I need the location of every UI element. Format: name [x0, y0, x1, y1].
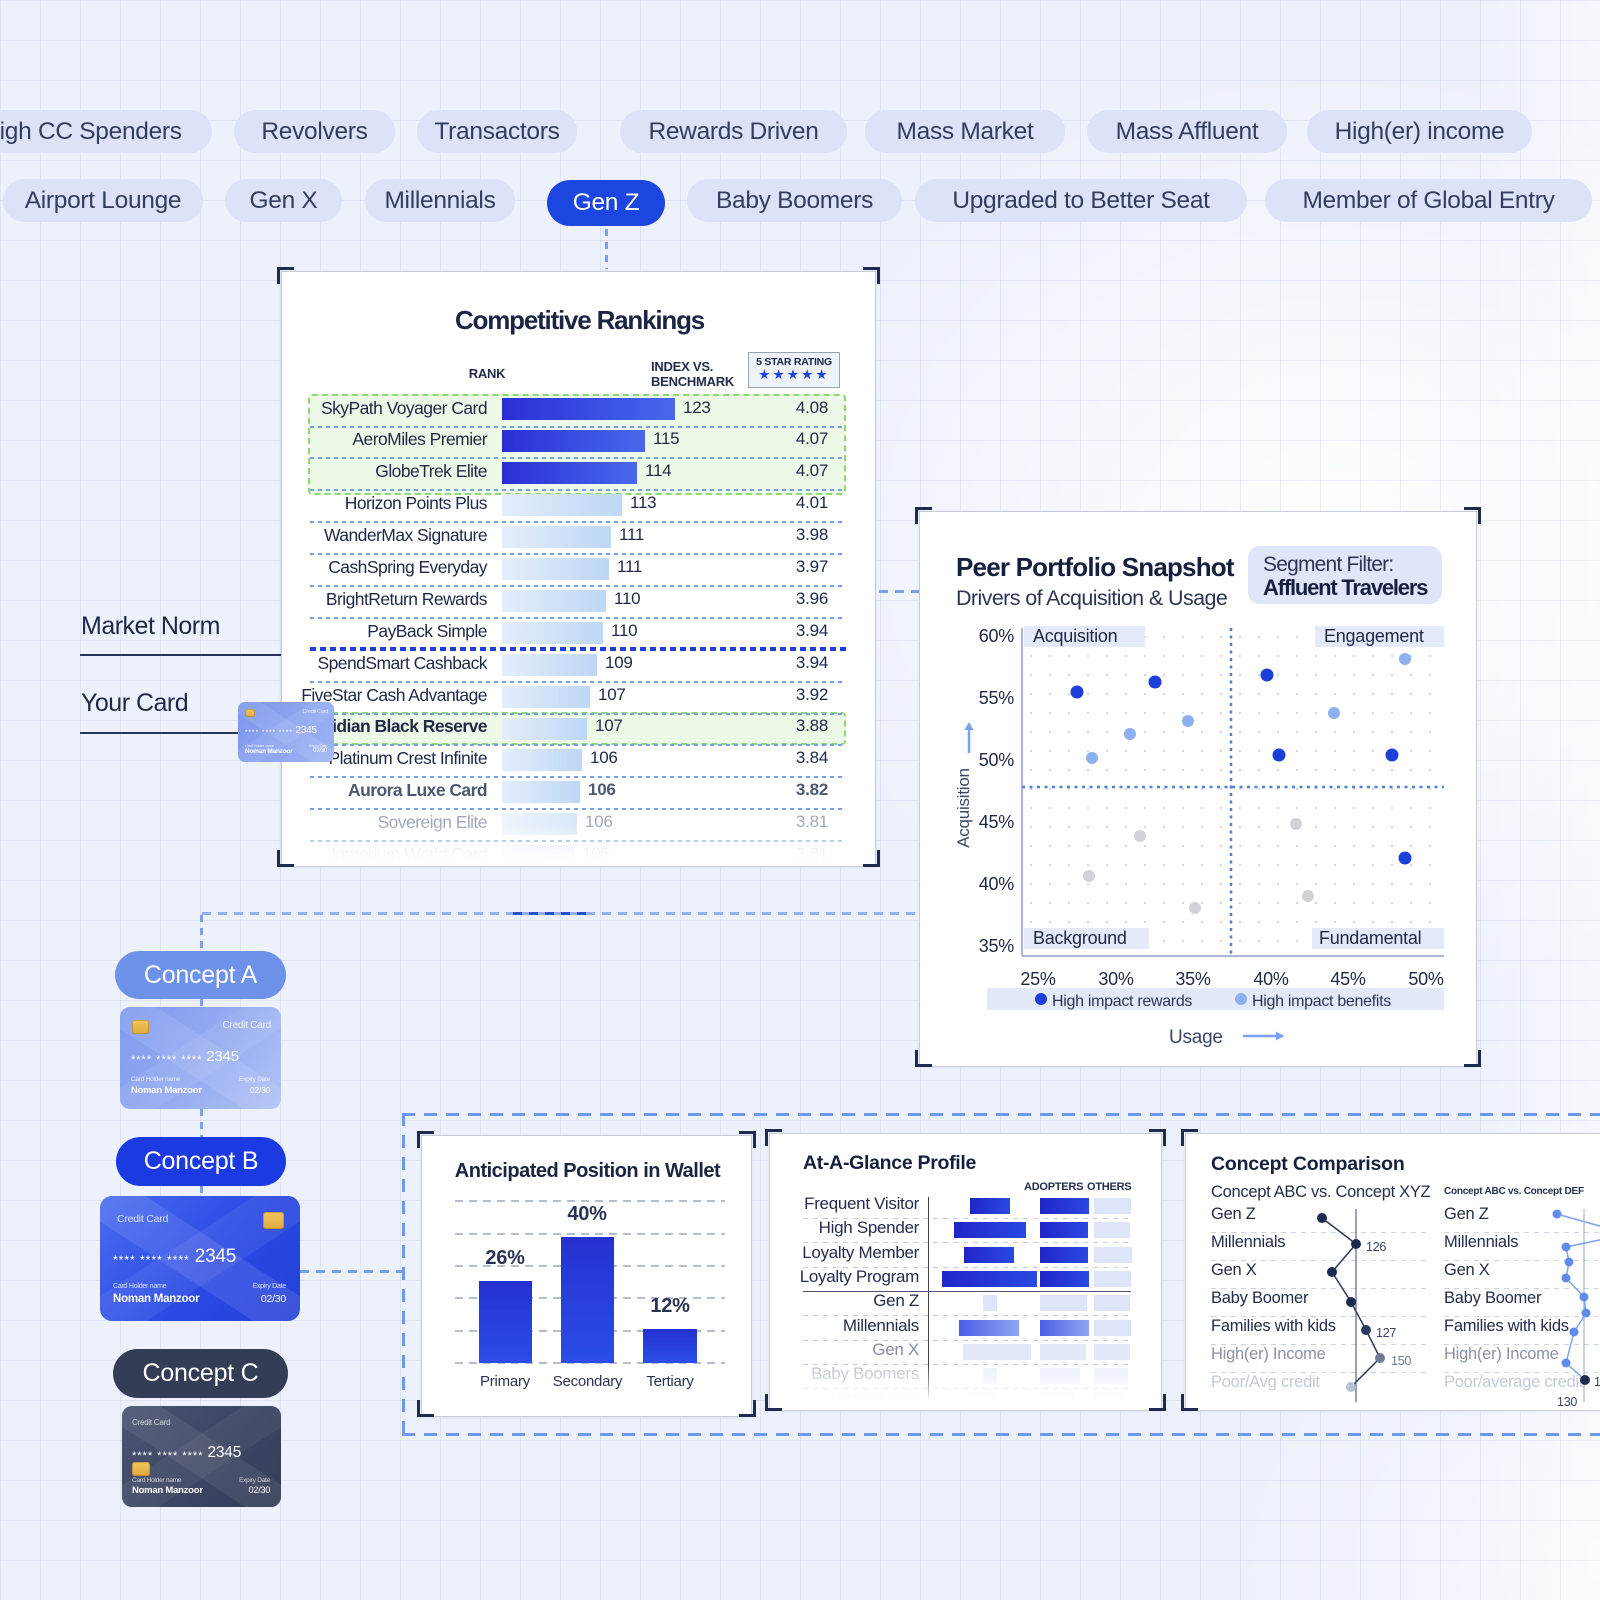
svg-text:25%: 25%	[1020, 969, 1056, 989]
svg-text:45%: 45%	[1330, 969, 1366, 989]
svg-text:Background: Background	[1033, 928, 1127, 948]
svg-text:1: 1	[1594, 1375, 1600, 1389]
svg-text:45%: 45%	[979, 812, 1015, 832]
svg-text:40%: 40%	[979, 874, 1015, 894]
svg-text:130: 130	[1557, 1395, 1577, 1409]
svg-text:50%: 50%	[1408, 969, 1444, 989]
svg-text:60%: 60%	[979, 626, 1015, 646]
svg-text:High impact rewards: High impact rewards	[1052, 993, 1192, 1010]
svg-text:Fundamental: Fundamental	[1319, 928, 1421, 948]
svg-text:127: 127	[1376, 1326, 1396, 1340]
svg-text:50%: 50%	[979, 750, 1015, 770]
svg-text:High impact benefits: High impact benefits	[1252, 993, 1391, 1010]
svg-text:35%: 35%	[1175, 969, 1211, 989]
svg-text:Acquisition: Acquisition	[1033, 626, 1117, 646]
svg-text:Acquisition: Acquisition	[954, 768, 973, 848]
svg-text:Usage: Usage	[1169, 1027, 1223, 1048]
svg-text:Engagement: Engagement	[1324, 626, 1424, 646]
svg-text:150: 150	[1391, 1354, 1411, 1368]
svg-text:126: 126	[1366, 1240, 1386, 1254]
svg-text:30%: 30%	[1098, 969, 1134, 989]
svg-text:35%: 35%	[979, 936, 1015, 956]
svg-text:55%: 55%	[979, 688, 1015, 708]
svg-text:40%: 40%	[1253, 969, 1289, 989]
